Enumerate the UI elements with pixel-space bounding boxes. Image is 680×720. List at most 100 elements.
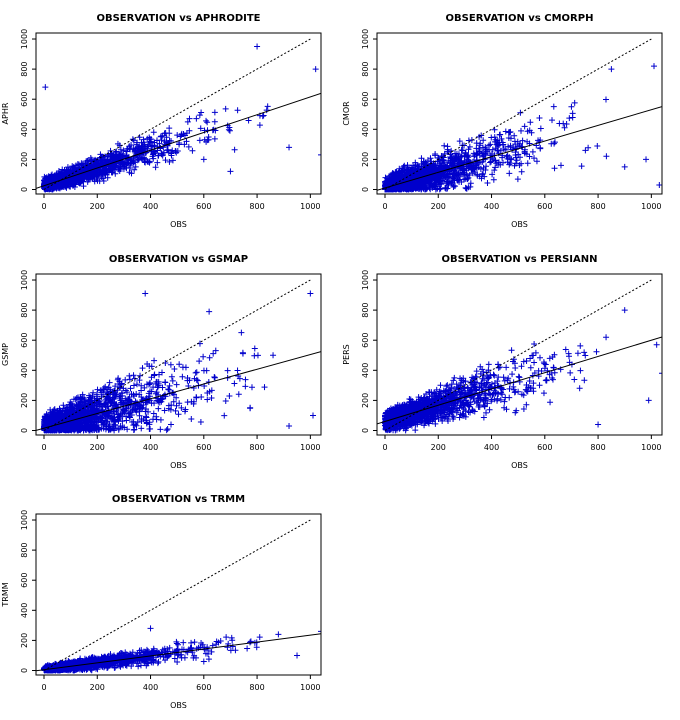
data-point: [441, 159, 448, 166]
data-point: [413, 172, 420, 179]
data-point: [70, 396, 77, 403]
data-point: [174, 132, 181, 139]
data-point: [256, 122, 263, 129]
data-point: [537, 145, 544, 152]
data-point: [169, 157, 176, 164]
data-point: [116, 165, 123, 172]
data-point: [158, 137, 165, 144]
y-tick-label: 200: [20, 152, 29, 167]
data-point: [251, 345, 258, 352]
data-point: [156, 371, 163, 378]
data-point: [245, 117, 252, 124]
data-point: [494, 141, 501, 148]
data-point: [481, 152, 488, 159]
data-point: [432, 152, 439, 159]
data-point: [537, 125, 544, 132]
x-tick-label: 400: [484, 202, 499, 211]
data-point: [234, 367, 241, 374]
data-point: [192, 369, 199, 376]
data-point: [46, 176, 53, 183]
data-point: [517, 109, 524, 116]
data-point: [120, 147, 127, 154]
data-point: [138, 416, 145, 423]
data-point: [465, 174, 472, 181]
data-point: [505, 143, 512, 150]
data-point: [104, 157, 111, 164]
data-point: [433, 166, 440, 173]
plot-frame: [376, 32, 663, 195]
data-point: [225, 126, 232, 133]
data-point: [168, 373, 175, 380]
data-point: [480, 137, 487, 144]
data-point: [433, 177, 440, 184]
data-point: [448, 154, 455, 161]
data-point: [536, 115, 543, 122]
data-point: [115, 425, 122, 432]
data-point: [100, 177, 107, 184]
data-point: [150, 410, 157, 417]
data-point: [571, 99, 578, 106]
data-point: [61, 180, 68, 187]
data-point: [197, 125, 204, 132]
data-point: [468, 166, 475, 173]
data-point: [139, 142, 146, 149]
data-point: [106, 379, 113, 386]
data-point: [129, 419, 136, 426]
data-point: [145, 408, 152, 415]
data-point: [441, 142, 448, 149]
data-point: [411, 178, 418, 185]
data-point: [409, 185, 416, 192]
data-point: [463, 185, 470, 192]
data-point: [400, 163, 407, 170]
data-point: [79, 175, 86, 182]
data-point: [197, 419, 204, 426]
data-point: [161, 138, 168, 145]
data-point: [75, 401, 82, 408]
data-point: [524, 138, 531, 145]
data-point: [100, 385, 107, 392]
data-point: [109, 155, 116, 162]
data-point: [499, 139, 506, 146]
data-point: [99, 153, 106, 160]
data-point: [454, 171, 461, 178]
x-tick-label: 400: [143, 202, 158, 211]
data-point: [429, 184, 436, 191]
data-point: [578, 163, 585, 170]
data-point: [393, 184, 400, 191]
data-point: [130, 372, 137, 379]
data-point: [55, 183, 62, 190]
data-point: [533, 158, 540, 165]
data-point: [160, 149, 167, 156]
data-point: [129, 136, 136, 143]
data-point: [114, 140, 121, 147]
data-point: [84, 178, 91, 185]
data-point: [489, 146, 496, 153]
data-point: [147, 379, 154, 386]
data-point: [113, 407, 120, 414]
data-point: [166, 125, 173, 132]
data-point: [173, 149, 180, 156]
data-point: [168, 152, 175, 159]
data-point: [497, 131, 504, 138]
data-point: [94, 177, 101, 184]
data-point: [487, 159, 494, 166]
data-point: [115, 380, 122, 387]
data-point: [471, 169, 478, 176]
data-point: [432, 183, 439, 190]
data-point: [143, 414, 150, 421]
data-point: [492, 164, 499, 171]
data-point: [506, 170, 513, 177]
data-point: [139, 404, 146, 411]
plot-frame: [35, 32, 322, 195]
data-point: [231, 146, 238, 153]
data-point: [128, 408, 135, 415]
data-point: [464, 153, 471, 160]
identity-line: [43, 38, 311, 190]
data-point: [71, 177, 78, 184]
data-point: [409, 165, 416, 172]
data-point: [91, 157, 98, 164]
x-tick-label: 600: [537, 202, 552, 211]
data-point: [107, 147, 114, 154]
data-point: [437, 162, 444, 169]
data-point: [551, 140, 558, 147]
